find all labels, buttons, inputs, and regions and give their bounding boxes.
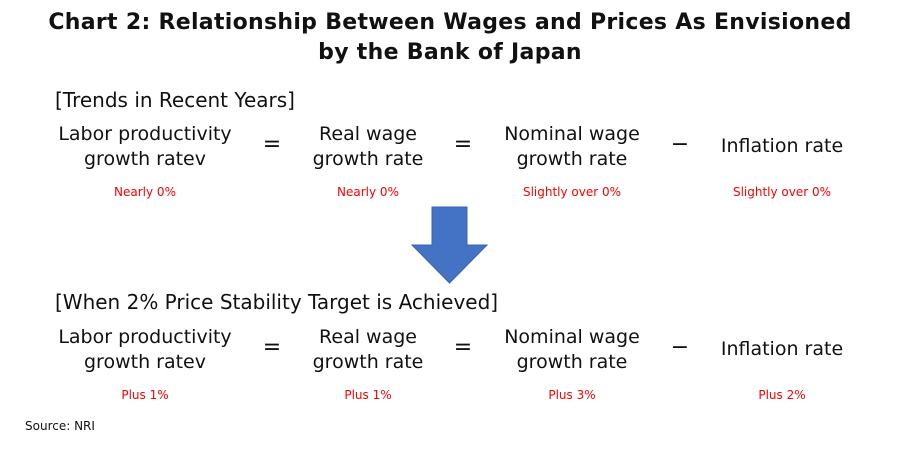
value-label: Plus 1%	[121, 388, 169, 402]
term-nominal-wage: Nominal wage growth rate	[457, 122, 687, 172]
equals-operator: =	[262, 335, 282, 360]
term-line: Inflation rate	[720, 338, 844, 360]
term-labor-productivity: Labor productivity growth ratev	[30, 325, 260, 375]
value-label: Slightly over 0%	[522, 185, 622, 199]
source-note: Source: NRI	[25, 419, 95, 433]
term-line: growth ratev	[84, 148, 206, 170]
term-line: Real wage	[319, 123, 417, 145]
term-labor-productivity: Labor productivity growth ratev	[30, 122, 260, 172]
section-heading-recent: [Trends in Recent Years]	[55, 88, 295, 112]
down-arrow-icon	[410, 206, 489, 284]
value-label: Plus 3%	[548, 388, 596, 402]
section-heading-target: [When 2% Price Stability Target is Achie…	[55, 290, 499, 314]
value-label: Nearly 0%	[337, 185, 399, 199]
equals-operator: =	[262, 132, 282, 157]
title-line-1: Chart 2: Relationship Between Wages and …	[48, 10, 852, 35]
value-label: Slightly over 0%	[732, 185, 832, 199]
term-line: growth ratev	[84, 351, 206, 373]
term-line: growth rate	[312, 351, 424, 373]
minus-operator: −	[670, 335, 690, 360]
value-label: Plus 1%	[344, 388, 392, 402]
term-line: Nominal wage	[504, 326, 640, 348]
term-inflation: Inflation rate	[667, 134, 897, 159]
minus-operator: −	[670, 132, 690, 157]
diagram-title: Chart 2: Relationship Between Wages and …	[0, 8, 900, 68]
term-line: Labor productivity	[58, 326, 232, 348]
term-line: growth rate	[516, 351, 628, 373]
term-line: Nominal wage	[504, 123, 640, 145]
term-line: Inflation rate	[720, 135, 844, 157]
term-nominal-wage: Nominal wage growth rate	[457, 325, 687, 375]
term-real-wage: Real wage growth rate	[253, 122, 483, 172]
term-inflation: Inflation rate	[667, 337, 897, 362]
equals-operator: =	[453, 132, 473, 157]
value-label: Plus 2%	[758, 388, 806, 402]
term-line: Real wage	[319, 326, 417, 348]
term-line: growth rate	[516, 148, 628, 170]
term-line: growth rate	[312, 148, 424, 170]
value-label: Nearly 0%	[114, 185, 176, 199]
title-line-2: by the Bank of Japan	[318, 40, 582, 65]
term-real-wage: Real wage growth rate	[253, 325, 483, 375]
term-line: Labor productivity	[58, 123, 232, 145]
equals-operator: =	[453, 335, 473, 360]
